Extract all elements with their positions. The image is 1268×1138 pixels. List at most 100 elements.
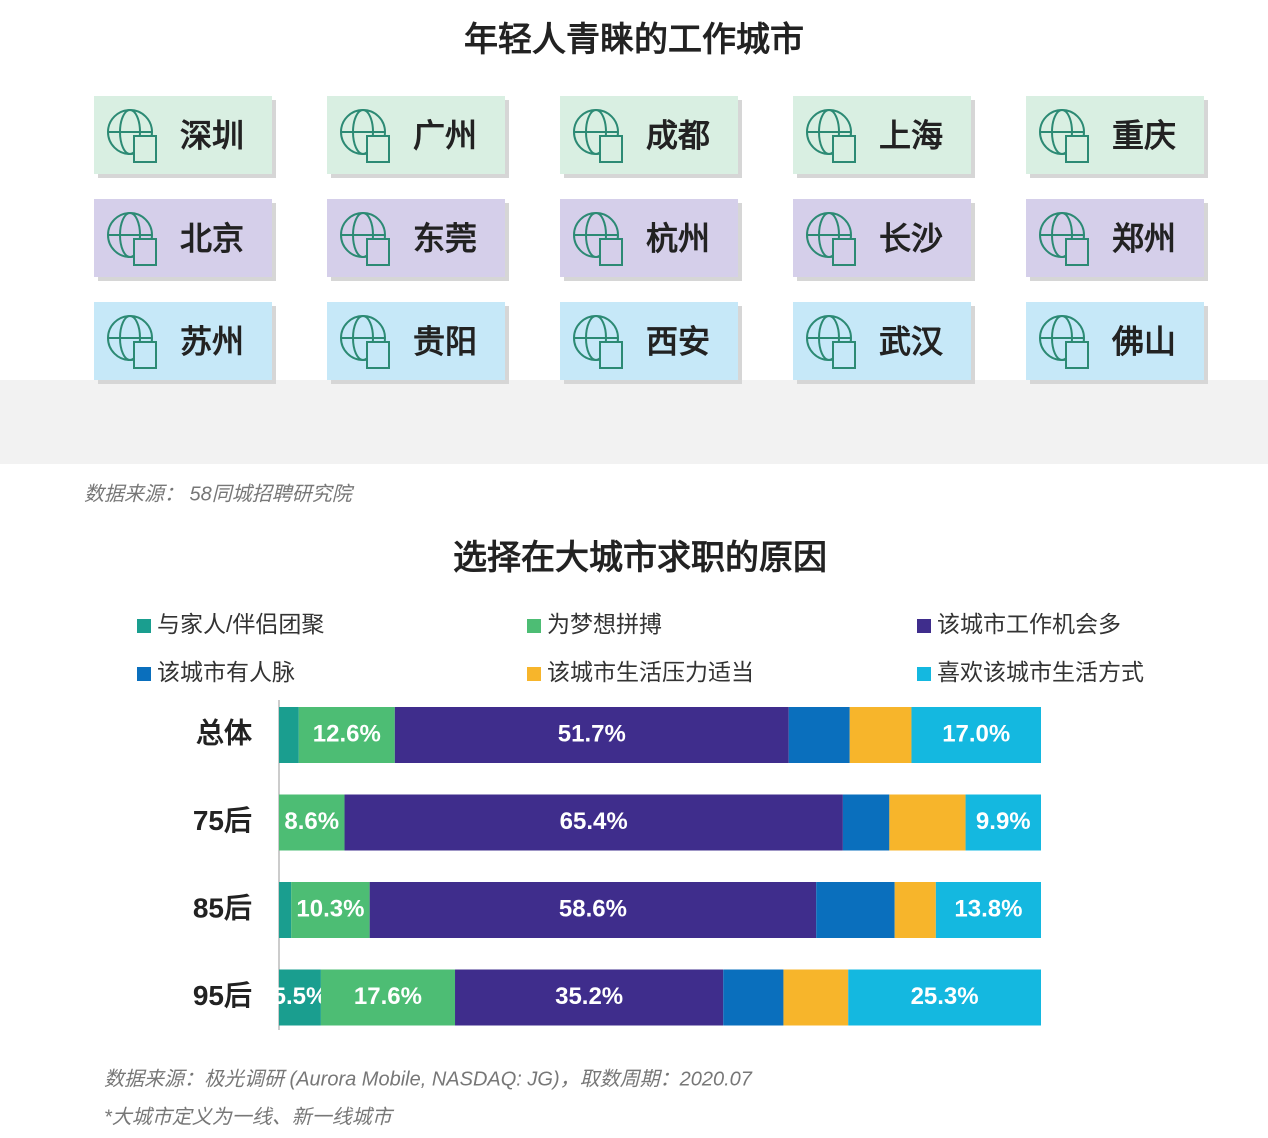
city-card: 深圳 xyxy=(94,96,276,178)
doc-icon xyxy=(1065,135,1089,163)
bar-segment xyxy=(394,707,789,763)
doc-icon xyxy=(832,238,856,266)
doc-icon xyxy=(599,135,623,163)
bar-segment xyxy=(849,707,912,763)
page-title: 年轻人青睐的工作城市 xyxy=(464,20,804,59)
doc-icon xyxy=(1065,238,1089,266)
bar-segment xyxy=(935,882,1041,938)
city-name: 上海 xyxy=(879,117,943,153)
doc-icon xyxy=(366,341,390,369)
bar-segment xyxy=(279,707,299,763)
city-name: 郑州 xyxy=(1112,220,1176,256)
city-name: 苏州 xyxy=(180,323,244,359)
bar-segment xyxy=(455,969,724,1026)
doc-icon xyxy=(366,238,390,266)
city-name: 广州 xyxy=(413,117,477,153)
doc-icon xyxy=(1065,341,1089,369)
category-label: 总体 xyxy=(196,717,253,748)
legend-label: 与家人/伴侣团聚 xyxy=(157,611,324,637)
city-card: 北京 xyxy=(94,199,276,281)
bar-segment xyxy=(911,707,1041,763)
city-name: 佛山 xyxy=(1111,323,1176,359)
card xyxy=(793,302,971,380)
legend-swatch xyxy=(917,667,931,681)
value-label: 13.8% xyxy=(954,895,1022,922)
legend-swatch xyxy=(137,619,151,633)
city-name: 西安 xyxy=(646,323,710,359)
city-card: 贵阳 xyxy=(327,302,509,384)
city-card: 苏州 xyxy=(94,302,276,384)
doc-icon xyxy=(133,341,157,369)
value-label: 51.7% xyxy=(558,720,626,747)
doc-icon xyxy=(599,238,623,266)
doc-icon xyxy=(133,135,157,163)
bar-segment xyxy=(816,882,895,938)
card xyxy=(327,199,505,277)
card xyxy=(94,96,272,174)
bar-segment xyxy=(889,794,966,851)
value-label: 5.5% xyxy=(273,983,328,1010)
category-label: 85后 xyxy=(193,892,252,923)
card xyxy=(560,199,738,277)
bar-segment xyxy=(842,794,890,851)
bar-segment xyxy=(344,794,843,851)
card xyxy=(793,199,971,277)
city-name: 重庆 xyxy=(1112,117,1176,153)
bar-segment xyxy=(788,707,850,763)
legend-swatch xyxy=(527,619,541,633)
city-name: 武汉 xyxy=(879,323,944,359)
bar-segment xyxy=(279,882,292,938)
legend-swatch xyxy=(527,667,541,681)
city-card: 杭州 xyxy=(560,199,742,281)
card xyxy=(1026,199,1204,277)
city-card: 武汉 xyxy=(793,302,975,384)
source: 数据来源： 58同城招聘研究院 xyxy=(84,483,355,505)
value-label: 25.3% xyxy=(911,983,979,1010)
city-name: 东莞 xyxy=(413,220,477,256)
city-card: 上海 xyxy=(793,96,975,178)
city-name: 贵阳 xyxy=(413,323,477,359)
doc-icon xyxy=(133,238,157,266)
legend-swatch xyxy=(137,667,151,681)
legend-swatch xyxy=(917,619,931,633)
bar-segment xyxy=(291,882,370,938)
bar-segment xyxy=(298,707,395,763)
footnote: 数据来源：极光调研 (Aurora Mobile, NASDAQ: JG)，取数… xyxy=(104,1068,753,1090)
value-label: 9.9% xyxy=(976,808,1031,835)
card xyxy=(560,96,738,174)
chart-title: 选择在大城市求职的原因 xyxy=(453,538,827,577)
doc-icon xyxy=(599,341,623,369)
card xyxy=(94,199,272,277)
city-name: 杭州 xyxy=(646,220,710,256)
city-card: 广州 xyxy=(327,96,509,178)
city-name: 成都 xyxy=(646,117,710,153)
city-name: 北京 xyxy=(180,220,244,256)
city-card: 重庆 xyxy=(1026,96,1208,178)
value-label: 10.3% xyxy=(296,895,364,922)
bar-segment xyxy=(723,969,784,1026)
bar-segment xyxy=(848,969,1041,1026)
city-card: 东莞 xyxy=(327,199,509,281)
card xyxy=(560,302,738,380)
legend-label: 该城市工作机会多 xyxy=(937,611,1121,637)
bar-segment xyxy=(894,882,936,938)
city-card: 佛山 xyxy=(1026,302,1208,384)
doc-icon xyxy=(832,341,856,369)
value-label: 35.2% xyxy=(555,983,623,1010)
value-label: 58.6% xyxy=(559,895,627,922)
doc-icon xyxy=(366,135,390,163)
footnote: *大城市定义为一线、新一线城市 xyxy=(104,1106,395,1128)
bar-segment xyxy=(369,882,817,938)
category-label: 95后 xyxy=(193,980,252,1011)
city-name: 深圳 xyxy=(180,117,244,153)
category-label: 75后 xyxy=(193,805,252,836)
card xyxy=(327,302,505,380)
value-label: 12.6% xyxy=(313,720,381,747)
city-card: 西安 xyxy=(560,302,742,384)
skyline-band xyxy=(0,380,1268,464)
value-label: 17.0% xyxy=(942,720,1010,747)
bar-segment xyxy=(279,794,345,851)
bar-segment xyxy=(320,969,456,1026)
legend-label: 为梦想拼搏 xyxy=(547,611,662,637)
